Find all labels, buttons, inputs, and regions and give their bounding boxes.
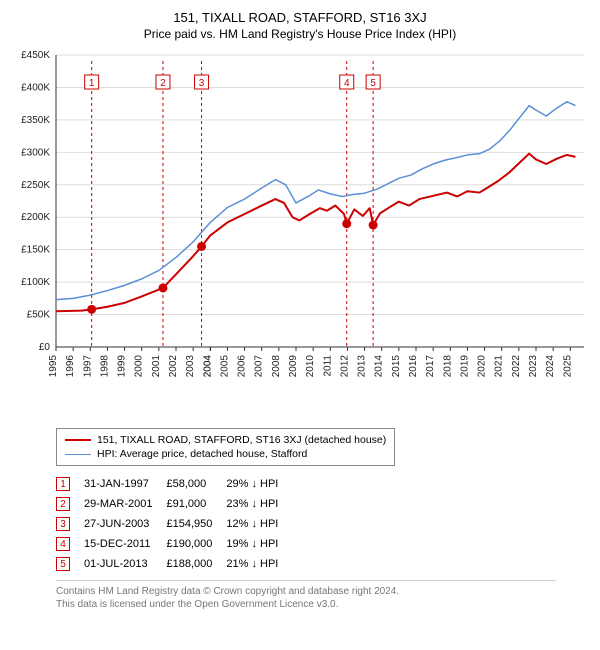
price-chart: £0 £50K £100K £150K £200K £250K £300K £350K £400… <box>8 47 592 417</box>
svg-text:1997: 1997 <box>82 355 93 378</box>
svg-text:2021: 2021 <box>494 355 505 378</box>
page-title: 151, TIXALL ROAD, STAFFORD, ST16 3XJ <box>8 10 592 25</box>
table-row: 5 01-JUL-2013£188,00021% ↓ HPI <box>56 554 292 574</box>
svg-text:1998: 1998 <box>99 355 110 378</box>
legend-item: HPI: Average price, detached house, Staf… <box>65 447 386 461</box>
chart-container: £0 £50K £100K £150K £200K £250K £300K £350K £400… <box>8 47 592 422</box>
svg-text:2002: 2002 <box>168 355 179 378</box>
sale-delta: 12% ↓ HPI <box>226 514 292 534</box>
sales-table: 1 31-JAN-1997£58,00029% ↓ HPI 2 29-MAR-2001… <box>56 474 292 574</box>
svg-text:1996: 1996 <box>65 355 76 378</box>
sale-price: £154,950 <box>166 514 226 534</box>
svg-text:4: 4 <box>344 78 350 89</box>
svg-text:2011: 2011 <box>322 355 333 377</box>
sale-date: 27-JUN-2003 <box>84 514 166 534</box>
svg-text:1995: 1995 <box>48 355 59 378</box>
sale-marker-box: 2 <box>56 497 70 511</box>
legend-label: HPI: Average price, detached house, Staf… <box>97 448 307 460</box>
svg-text:£200K: £200K <box>21 212 50 223</box>
sale-marker-box: 5 <box>56 557 70 571</box>
sale-price: £58,000 <box>166 474 226 494</box>
footer-line-1: Contains HM Land Registry data © Crown c… <box>56 585 556 598</box>
legend-label: 151, TIXALL ROAD, STAFFORD, ST16 3XJ (de… <box>97 434 386 446</box>
svg-text:£0: £0 <box>39 342 51 353</box>
sale-delta: 19% ↓ HPI <box>226 534 292 554</box>
page-subtitle: Price paid vs. HM Land Registry's House … <box>8 27 592 41</box>
sale-marker-box: 1 <box>56 477 70 491</box>
svg-text:2015: 2015 <box>391 355 402 378</box>
svg-text:2009: 2009 <box>288 355 299 378</box>
svg-text:2023: 2023 <box>528 355 539 378</box>
sale-date: 29-MAR-2001 <box>84 494 166 514</box>
sale-delta: 23% ↓ HPI <box>226 494 292 514</box>
svg-text:£100K: £100K <box>21 277 50 288</box>
table-row: 2 29-MAR-2001£91,00023% ↓ HPI <box>56 494 292 514</box>
svg-text:2008: 2008 <box>271 355 282 378</box>
svg-text:2020: 2020 <box>477 355 488 378</box>
svg-text:2012: 2012 <box>339 355 350 378</box>
svg-text:£350K: £350K <box>21 115 50 126</box>
svg-text:1999: 1999 <box>117 355 128 378</box>
svg-text:2016: 2016 <box>408 355 419 378</box>
svg-text:1: 1 <box>89 78 95 89</box>
table-row: 1 31-JAN-1997£58,00029% ↓ HPI <box>56 474 292 494</box>
sale-marker-box: 3 <box>56 517 70 531</box>
svg-text:2005: 2005 <box>219 355 230 378</box>
svg-text:2003: 2003 <box>185 355 196 378</box>
sale-price: £188,000 <box>166 554 226 574</box>
svg-text:2025: 2025 <box>562 355 573 378</box>
footer-attribution: Contains HM Land Registry data © Crown c… <box>56 580 556 611</box>
svg-text:£50K: £50K <box>27 310 51 321</box>
svg-text:2007: 2007 <box>254 355 265 378</box>
sale-price: £190,000 <box>166 534 226 554</box>
svg-text:2018: 2018 <box>442 355 453 378</box>
sale-delta: 29% ↓ HPI <box>226 474 292 494</box>
legend-swatch <box>65 439 91 441</box>
svg-text:3: 3 <box>199 78 205 89</box>
sale-date: 31-JAN-1997 <box>84 474 166 494</box>
svg-text:2: 2 <box>160 78 166 89</box>
svg-text:2006: 2006 <box>237 355 248 378</box>
sale-delta: 21% ↓ HPI <box>226 554 292 574</box>
svg-text:2024: 2024 <box>545 355 556 378</box>
sale-date: 01-JUL-2013 <box>84 554 166 574</box>
svg-text:£250K: £250K <box>21 180 50 191</box>
svg-text:5: 5 <box>370 78 376 89</box>
svg-text:2004: 2004 <box>202 355 213 378</box>
sale-price: £91,000 <box>166 494 226 514</box>
legend: 151, TIXALL ROAD, STAFFORD, ST16 3XJ (de… <box>56 428 395 466</box>
svg-text:2010: 2010 <box>305 355 316 378</box>
svg-text:2001: 2001 <box>151 355 162 378</box>
svg-text:2017: 2017 <box>425 355 436 378</box>
svg-text:2014: 2014 <box>374 355 385 378</box>
svg-text:£450K: £450K <box>21 50 50 61</box>
sale-marker-box: 4 <box>56 537 70 551</box>
svg-text:2000: 2000 <box>134 355 145 378</box>
table-row: 3 27-JUN-2003£154,95012% ↓ HPI <box>56 514 292 534</box>
svg-text:£400K: £400K <box>21 82 50 93</box>
legend-swatch <box>65 454 91 455</box>
svg-text:£150K: £150K <box>21 245 50 256</box>
footer-line-2: This data is licensed under the Open Gov… <box>56 598 556 611</box>
table-row: 4 15-DEC-2011£190,00019% ↓ HPI <box>56 534 292 554</box>
legend-item: 151, TIXALL ROAD, STAFFORD, ST16 3XJ (de… <box>65 433 386 447</box>
svg-text:2019: 2019 <box>459 355 470 378</box>
svg-text:2022: 2022 <box>511 355 522 378</box>
svg-text:2013: 2013 <box>357 355 368 378</box>
svg-text:£300K: £300K <box>21 147 50 158</box>
sale-date: 15-DEC-2011 <box>84 534 166 554</box>
